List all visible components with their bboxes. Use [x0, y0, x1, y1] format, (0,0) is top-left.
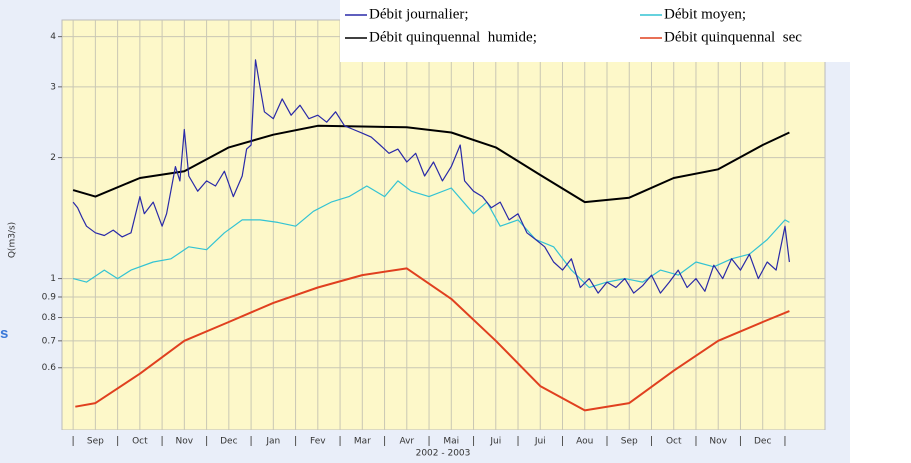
y-tick-label: 3 [50, 82, 56, 92]
x-tick-label: Mar [354, 437, 371, 447]
x-tick-label: Aou [576, 437, 593, 447]
legend-label: Débit journalier; [369, 6, 469, 22]
series-line [72, 59, 790, 294]
x-tick-label: Oct [666, 437, 682, 447]
y-tick-label: 0.6 [42, 363, 57, 373]
series-line [72, 180, 790, 289]
x-tick-label: Sep [87, 437, 104, 447]
legend-box [340, 0, 911, 62]
y-tick-label: 0.8 [42, 313, 57, 323]
x-tick-label: Jan [265, 437, 280, 447]
y-tick-label: 4 [50, 32, 56, 42]
x-tick-label: Jui [489, 437, 501, 447]
x-tick-label: Avr [399, 437, 414, 447]
x-tick-label: Jui [534, 437, 546, 447]
x-tick-label: Nov [176, 437, 194, 447]
plot-area [61, 19, 826, 431]
x-tick-label: Oct [132, 437, 148, 447]
legend-label: Débit moyen; [664, 6, 746, 22]
x-tick-label: Dec [754, 437, 771, 447]
y-tick-label: 1 [50, 274, 56, 284]
x-tick-label: Dec [220, 437, 237, 447]
legend-label: Débit quinquennal humide; [369, 29, 537, 45]
x-axis-label: 2002 - 2003 [416, 449, 471, 459]
y-tick-label: 0.7 [42, 336, 56, 346]
y-axis-label: Q(m3/s) [8, 222, 18, 258]
y-tick-label: 2 [50, 153, 56, 163]
x-tick-label: Nov [709, 437, 727, 447]
side-fragment: s [0, 325, 8, 342]
series-line [75, 267, 790, 412]
x-tick-label: Fev [310, 437, 326, 447]
y-tick-label: 0.9 [42, 292, 57, 302]
x-tick-label: Sep [621, 437, 638, 447]
x-tick-label: Mai [443, 437, 459, 447]
x-axis-band [60, 430, 830, 463]
legend-label: Débit quinquennal sec [664, 29, 802, 45]
